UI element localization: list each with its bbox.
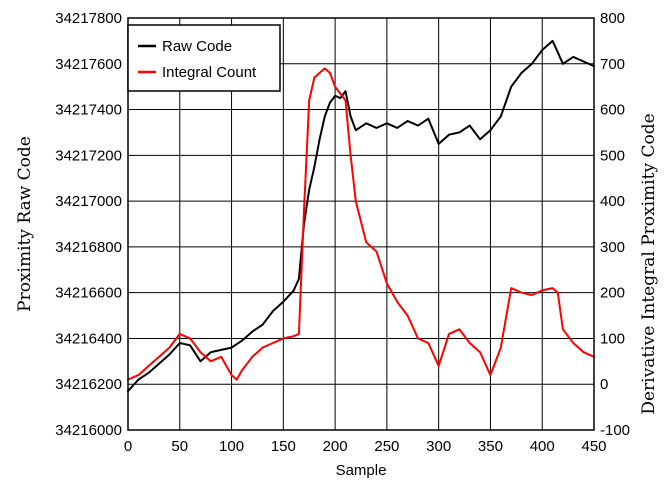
legend: Raw Code Integral Count (127, 24, 281, 92)
x-tick-200: 200 (323, 438, 348, 455)
series-lines (127, 39, 595, 393)
legend-box (127, 24, 281, 92)
plot-frame (127, 17, 595, 431)
grid (128, 18, 594, 430)
legend-label-integral-count: Integral Count (162, 64, 257, 81)
legend-label-raw-code: Raw Code (162, 38, 232, 55)
x-tick-300: 300 (426, 438, 451, 455)
y-left-tick-34217000: 34217000 (55, 193, 122, 210)
y-right-tick-500: 500 (600, 147, 625, 164)
y-right-tick-700: 700 (600, 56, 625, 73)
x-tick-450: 450 (581, 438, 606, 455)
y-left-tick-34217400: 34217400 (55, 102, 122, 119)
y-left-tick-34216200: 34216200 (55, 376, 122, 393)
y-right-tick-300: 300 (600, 239, 625, 256)
x-tick-250: 250 (374, 438, 399, 455)
x-tick-150: 150 (271, 438, 296, 455)
y-right-tick-600: 600 (600, 102, 625, 119)
y-left-tick-34217200: 34217200 (55, 147, 122, 164)
y-left-tick-34216800: 34216800 (55, 239, 122, 256)
y-right-tick-200: 200 (600, 285, 625, 302)
x-tick-0: 0 (124, 438, 132, 455)
y-left-tick-34217800: 34217800 (55, 10, 122, 27)
x-axis-title: Sample (336, 462, 387, 479)
y-right-tick-800: 800 (600, 10, 625, 27)
series-line-raw-code (127, 39, 595, 393)
y-left-tick-labels: 34216000 34216200 34216400 34216600 34216800… (55, 10, 122, 439)
y-left-tick-34217600: 34217600 (55, 56, 122, 73)
y-right-tick-labels: -100 0 100 200 300 400 500 600 700 800 (600, 10, 630, 439)
x-tick-50: 50 (171, 438, 188, 455)
y-right-axis-title: Derivative Integral Proximity Code (639, 113, 659, 414)
y-right-tick--100: -100 (600, 422, 630, 439)
series-line-integral-count (127, 67, 595, 381)
y-left-axis-title: Proximity Raw Code (15, 136, 35, 312)
x-tick-350: 350 (478, 438, 503, 455)
y-left-tick-34216600: 34216600 (55, 285, 122, 302)
y-left-tick-34216000: 34216000 (55, 422, 122, 439)
y-right-tick-400: 400 (600, 193, 625, 210)
x-tick-100: 100 (219, 438, 244, 455)
x-tick-400: 400 (530, 438, 555, 455)
x-tick-labels: 0 50 100 150 200 250 300 350 400 450 (124, 438, 607, 455)
y-left-tick-34216400: 34216400 (55, 330, 122, 347)
y-right-tick-0: 0 (600, 376, 608, 393)
y-right-tick-100: 100 (600, 330, 625, 347)
